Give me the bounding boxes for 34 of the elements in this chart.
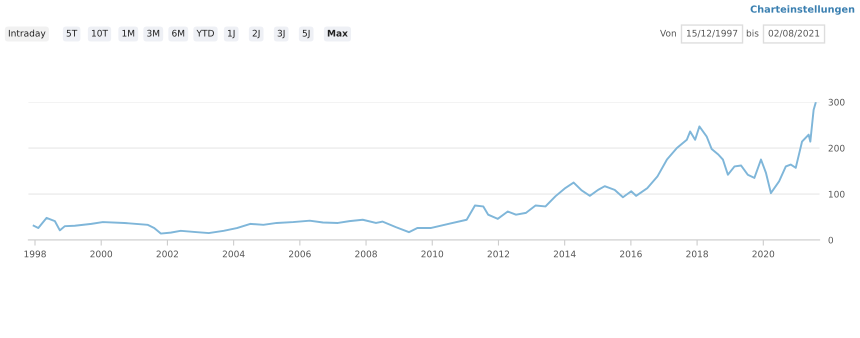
text: Charteinstellungen — [750, 5, 854, 15]
text: 15/12/1997 — [686, 30, 738, 38]
text: 2J — [252, 30, 260, 38]
x-tick-label: 2008 — [355, 250, 377, 258]
text: 3J — [278, 30, 285, 38]
x-tick-label: 2018 — [686, 250, 708, 258]
x-tick-label: 2004 — [222, 250, 245, 258]
text: 5J — [302, 30, 310, 38]
y-tick-label: 200 — [828, 144, 845, 152]
x-tick-label: 2002 — [156, 250, 178, 258]
text: bis — [746, 30, 758, 37]
text: 02/08/2021 — [768, 30, 820, 38]
y-tick-label: 300 — [828, 98, 845, 106]
text: Von — [660, 30, 676, 37]
x-tick-label: 2012 — [488, 250, 510, 258]
y-tick-label: 100 — [828, 190, 845, 198]
x-tick-label: 2000 — [90, 250, 112, 258]
text: 10T — [92, 30, 108, 37]
text: Max — [328, 30, 348, 37]
x-tick-label: 2010 — [421, 250, 444, 258]
x-tick-label: 2020 — [752, 250, 774, 258]
text: 1J — [228, 30, 235, 38]
text: Intraday — [8, 30, 46, 38]
text: 6M — [172, 30, 184, 37]
text: 1M — [122, 30, 134, 36]
text: 3M — [147, 30, 160, 37]
text: YTD — [196, 30, 214, 36]
line-series — [32, 102, 817, 235]
x-tick-label: 2014 — [554, 250, 576, 258]
y-tick-label: 0 — [828, 236, 834, 244]
text: 5T — [66, 30, 78, 37]
x-tick-label: 1998 — [24, 250, 46, 258]
x-tick-label: 2006 — [289, 250, 311, 258]
x-tick-label: 2016 — [620, 250, 642, 258]
